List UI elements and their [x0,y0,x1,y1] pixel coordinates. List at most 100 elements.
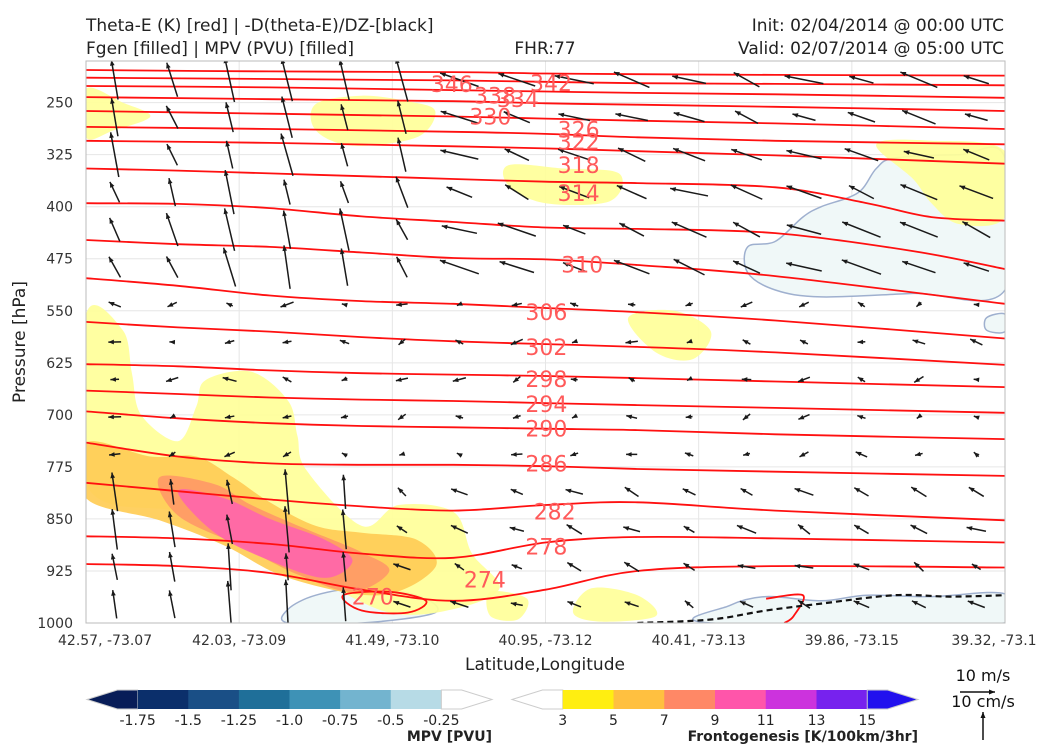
wind-vector-arrowhead-icon [510,601,517,607]
wind-vector [786,224,822,235]
theta-e-contour-342 [86,76,1005,87]
colorbar-swatch [816,690,868,709]
colorbar-tick-label: 5 [609,713,618,729]
wind-vector-arrowhead-icon [670,187,677,192]
wind-vector-arrowhead-icon [683,526,690,532]
wind-vector-arrowhead-icon [225,514,231,521]
wind-vector-arrowhead-icon [966,526,973,531]
wind-vector [165,212,179,247]
wind-vector-arrowhead-icon [341,302,348,308]
wind-vector-arrowhead-icon [166,62,171,69]
wind-vector [672,75,707,85]
wind-vector-arrowhead-icon [341,474,347,481]
theta-e-contour-270 [341,590,428,615]
wind-vector-arrowhead-icon [166,377,173,382]
theta-e-label-306: 306 [525,301,567,326]
wind-vector-arrowhead-icon [282,414,289,419]
wind-vector-arrowhead-icon [110,509,116,515]
title-left-line1: Theta-E (K) [red] | -D(theta-E)/DZ-[blac… [85,16,434,36]
wind-vector-arrowhead-icon [340,143,346,149]
wind-vector-arrowhead-icon [340,104,345,111]
colorbar-swatch [238,690,290,709]
wind-vector-arrowhead-icon [225,102,230,109]
wind-vector-arrowhead-icon [396,137,402,144]
theta-e-contour-314 [86,202,1005,270]
wind-vector-arrowhead-icon [916,301,923,307]
wind-vector-arrowhead-icon [109,452,115,457]
wind-vector-arrowhead-icon [446,186,453,192]
wind-vector-arrowhead-icon [558,148,565,154]
wind-vector [110,61,119,100]
wind-vector-arrowhead-icon [455,415,462,420]
wind-vector [284,579,289,623]
wind-vector-arrowhead-icon [109,217,114,224]
wind-vector-arrowhead-icon [916,413,923,419]
wind-vector-arrowhead-icon [166,213,171,220]
wind-vector-arrowhead-icon [450,600,457,606]
wind-vector-arrowhead-icon [511,302,518,307]
wind-vector-arrowhead-icon [794,563,801,569]
wind-vector [223,208,236,251]
wind-vector-arrowhead-icon [624,562,631,568]
frontogenesis-filled-region [876,139,1005,227]
wind-vector-arrowhead-icon [396,525,403,531]
wind-vector [342,587,347,622]
wind-vector-arrowhead-icon [854,525,861,530]
wind-vector-arrowhead-icon [280,61,286,65]
theta-e-contour-326 [86,126,1005,146]
y-tick-label: 625 [46,356,73,372]
wind-vector-arrowhead-icon [440,72,447,78]
wind-vector-arrowhead-icon [854,487,861,493]
wind-vector-arrowhead-icon [731,148,738,154]
wind-vector-arrowhead-icon [786,262,793,267]
wind-vector-arrowhead-icon [223,247,228,254]
wind-vector [844,147,879,162]
colorbar-tick-label: 7 [660,713,669,729]
mpv-colorbar-label: MPV [PVU] [407,729,492,745]
wind-vector [439,72,479,88]
theta-e-contour-346 [86,69,1005,77]
wind-vector-arrowhead-icon [740,302,747,308]
wind-vector-arrowhead-icon [570,302,577,308]
wind-vector [440,110,479,124]
wind-vector-arrowhead-icon [110,472,116,479]
theta-e-label-302: 302 [525,336,567,361]
theta-e-contours [86,69,1005,623]
colorbar-tick-label: -1.25 [221,713,257,729]
wind-vector-arrowhead-icon [440,149,447,154]
wind-vector [841,221,881,238]
wind-vector-arrowhead-icon [618,148,625,153]
wind-vector-arrowhead-icon [915,451,922,457]
theta-e-label-342: 342 [530,72,572,97]
wind-vector-arrowhead-icon [166,256,172,263]
wind-vector-arrowhead-icon [440,110,447,116]
frontogenesis-filled-region [486,590,529,621]
y-tick-label: 1000 [37,616,73,632]
wind-vector [673,258,705,276]
wind-vector-arrowhead-icon [511,564,518,569]
wind-vector [224,61,236,103]
wind-vector-arrowhead-icon [800,340,807,345]
wind-vector-arrowhead-icon [450,525,457,530]
wind-vector [670,187,709,197]
y-tick-label: 925 [46,564,73,580]
theta-e-label-282: 282 [534,500,576,525]
colorbar-left-extend [85,689,139,710]
wind-vector [110,97,119,137]
wind-vector-arrowhead-icon [794,488,801,493]
wind-vector [497,222,537,237]
wind-vector-arrowhead-icon [911,600,918,606]
wind-vector-arrowhead-icon [398,339,405,345]
wind-vector [557,148,591,161]
wind-vector-arrowhead-icon [683,563,690,569]
wind-vector-arrowhead-icon [168,451,175,457]
wind-vector [901,109,936,125]
wind-vector-arrowhead-icon [685,301,692,307]
wind-vector-arrowhead-icon [914,377,921,383]
theta-e-label-318: 318 [558,154,600,179]
wind-vector-arrowhead-icon [166,144,172,151]
wind-vector [900,71,938,89]
wind-vector [440,149,479,160]
wind-vector-arrowhead-icon [853,563,860,568]
wind-vector [109,132,120,178]
